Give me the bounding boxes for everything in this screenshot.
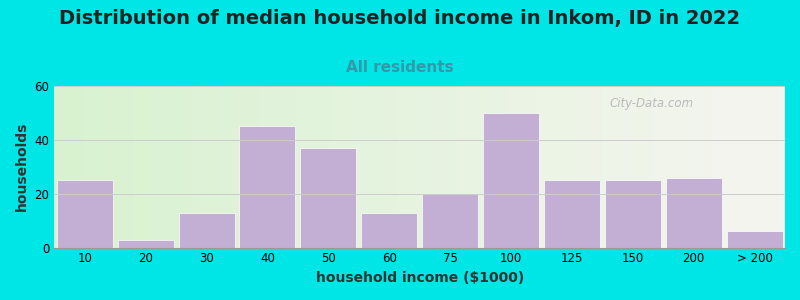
Bar	[422, 194, 478, 248]
Bar	[118, 239, 174, 247]
Bar	[605, 180, 661, 247]
Bar	[300, 148, 356, 248]
Bar	[57, 180, 113, 247]
Bar	[361, 213, 418, 248]
Y-axis label: households: households	[15, 122, 29, 212]
Text: Distribution of median household income in Inkom, ID in 2022: Distribution of median household income …	[59, 9, 741, 28]
Bar	[666, 178, 722, 248]
Bar	[239, 126, 295, 248]
Bar	[483, 113, 539, 248]
Bar	[544, 180, 600, 247]
Bar	[726, 231, 782, 248]
Text: City-Data.com: City-Data.com	[610, 97, 694, 110]
X-axis label: household income ($1000): household income ($1000)	[315, 271, 524, 285]
Text: All residents: All residents	[346, 60, 454, 75]
Bar	[178, 213, 234, 248]
